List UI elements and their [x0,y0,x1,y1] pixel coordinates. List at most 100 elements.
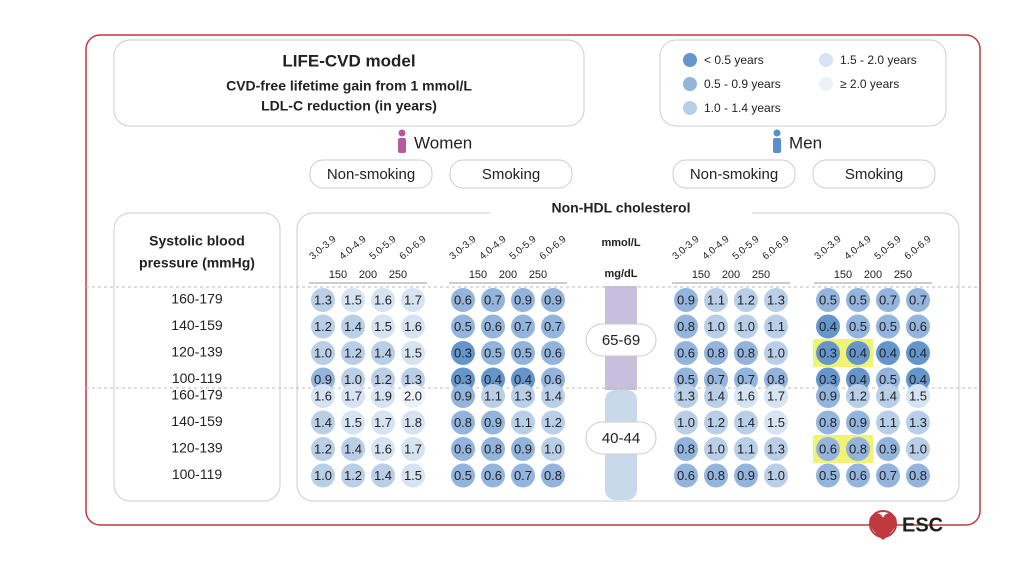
cell-value: 0.6 [677,468,695,483]
cell-circle [401,384,425,408]
cell-value: 1.0 [767,468,785,483]
cell-value: 0.6 [849,468,867,483]
cell-value: 0.9 [454,388,472,403]
sbp-label: 120-139 [171,440,223,456]
cell-circle [816,288,840,312]
cell-value: 1.6 [404,319,422,334]
cell-circle [511,437,535,461]
cell-circle [481,384,505,408]
cell-value: 0.5 [849,292,867,307]
smoking-button [449,159,573,189]
cell-circle [816,410,840,435]
cell-value: 0.9 [819,388,837,403]
cell-circle [846,367,870,392]
cell-circle [674,384,698,408]
cell-value: 0.7 [879,292,897,307]
cell-value: 1.6 [374,441,392,456]
cell-value: 0.4 [514,372,532,387]
cell-value: 1.2 [314,441,332,456]
cell-value: 1.4 [544,388,562,403]
cell-value: 1.2 [707,415,725,430]
cell-circle [311,384,335,408]
person-icon-head [773,129,781,137]
cell-circle [481,367,505,392]
cell-value: 0.8 [707,345,725,360]
cell-circle [704,288,728,312]
cell-value: 0.7 [544,319,562,334]
cell-value: 1.0 [344,372,362,387]
cell-circle [311,288,335,312]
cell-value: 0.4 [909,345,927,360]
cell-circle [816,437,840,461]
mgdl-label: 250 [894,269,912,281]
cell-circle [541,463,565,488]
cell-value: 1.7 [767,388,785,403]
subtitle: CVD-free lifetime gain from 1 mmol/L [226,78,472,94]
cell-circle [481,463,505,488]
cell-circle [401,437,425,461]
mgdl-label: 150 [469,269,487,281]
cell-value: 0.4 [484,372,502,387]
cell-circle [311,437,335,461]
cell-value: 1.2 [344,468,362,483]
cell-value: 0.8 [677,441,695,456]
cell-value: 0.8 [707,468,725,483]
cell-value: 0.5 [819,292,837,307]
legend-swatch [819,77,833,91]
cell-circle [541,410,565,435]
cell-circle [734,437,758,461]
cell-circle [451,367,475,392]
cell-circle [734,314,758,339]
cell-circle [674,437,698,461]
cell-value: 1.5 [344,292,362,307]
cell-value: 1.2 [344,345,362,360]
cell-circle [341,341,365,365]
outer-frame [85,34,981,526]
cell-value: 0.3 [819,345,837,360]
cell-circle [704,437,728,461]
cell-circle [311,463,335,488]
cell-circle [341,314,365,339]
cell-value: 0.6 [484,468,502,483]
cell-value: 0.6 [819,441,837,456]
cell-circle [816,341,840,365]
cell-value: 1.3 [909,415,927,430]
cell-circle [704,463,728,488]
row-header: pressure (mmHg) [139,255,255,271]
cell-circle [511,314,535,339]
cell-circle [311,341,335,365]
cell-circle [341,410,365,435]
cell-value: 2.0 [404,388,422,403]
cell-value: 1.8 [404,415,422,430]
logo-ring [869,510,897,538]
cell-value: 1.4 [314,415,332,430]
cell-circle [906,437,930,461]
cell-circle [876,410,900,435]
cell-circle [734,463,758,488]
sbp-label: 120-139 [171,344,223,360]
cell-value: 1.4 [374,345,392,360]
cell-circle [541,314,565,339]
cell-circle [674,288,698,312]
mgdl-label: 150 [834,269,852,281]
cell-circle [451,384,475,408]
cell-circle [876,341,900,365]
cell-value: 0.6 [454,441,472,456]
cell-circle [876,437,900,461]
cell-circle [846,288,870,312]
cell-value: 1.7 [374,415,392,430]
cell-circle [704,410,728,435]
logo-heart [869,513,897,540]
cell-circle [371,437,395,461]
cell-circle [341,463,365,488]
cell-value: 0.9 [484,415,502,430]
cell-value: 1.0 [314,345,332,360]
cell-value: 0.8 [737,345,755,360]
cell-circle [481,288,505,312]
cell-circle [906,367,930,392]
cell-value: 0.5 [454,319,472,334]
cell-value: 1.2 [314,319,332,334]
row-header: Systolic blood [149,233,245,249]
cell-circle [481,341,505,365]
